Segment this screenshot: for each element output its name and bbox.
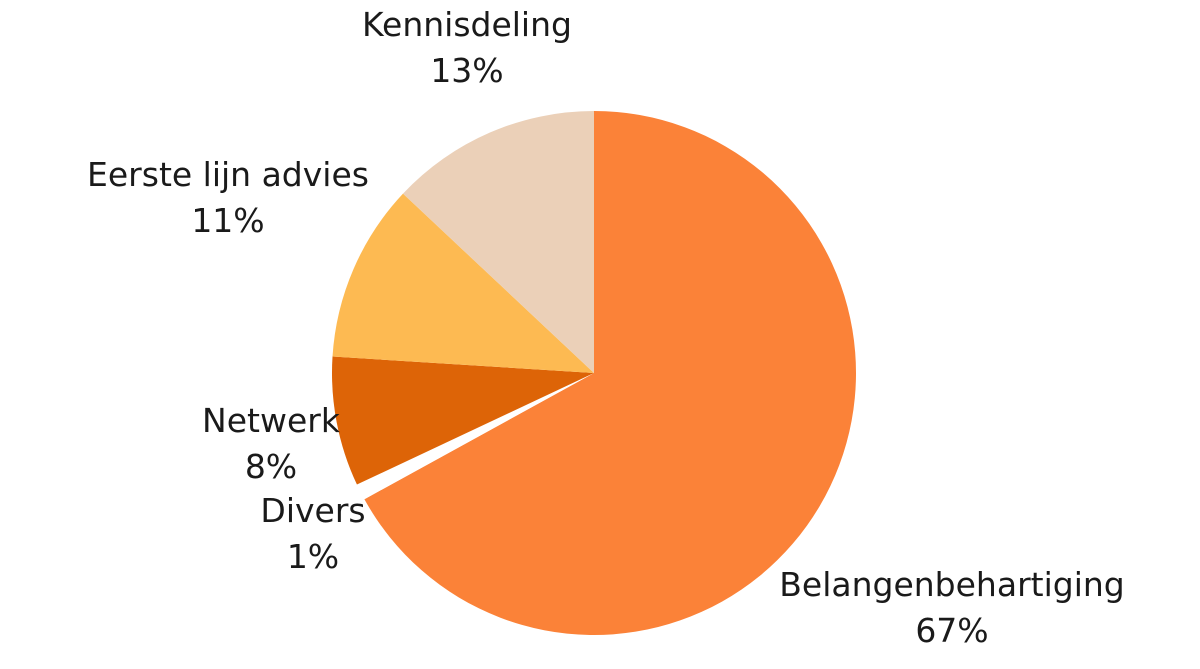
slice-name-label: Netwerk [202,401,341,440]
pie-slices [332,110,856,635]
slice-labels: Belangenbehartiging 67% Divers 1% Netwerk 8% E… [87,5,1125,650]
pie-slice-eerste-lijn-advies [332,193,594,373]
slice-name-label: Belangenbehartiging [779,565,1124,604]
slice-percent-label: 8% [245,447,297,486]
slice-percent-label: 11% [191,201,264,240]
pie-slice-netwerk [332,356,594,485]
slice-name-label: Kennisdeling [362,5,572,44]
slice-name-label: Eerste lijn advies [87,155,369,194]
slice-percent-label: 1% [287,537,339,576]
slice-name-label: Divers [260,491,365,530]
slice-percent-label: 13% [430,51,503,90]
pie-slice-divers [356,373,594,500]
pie-slice-belangenbehartiging [364,111,856,635]
pie-slice-kennisdeling [403,110,594,373]
slice-percent-label: 67% [915,611,988,650]
